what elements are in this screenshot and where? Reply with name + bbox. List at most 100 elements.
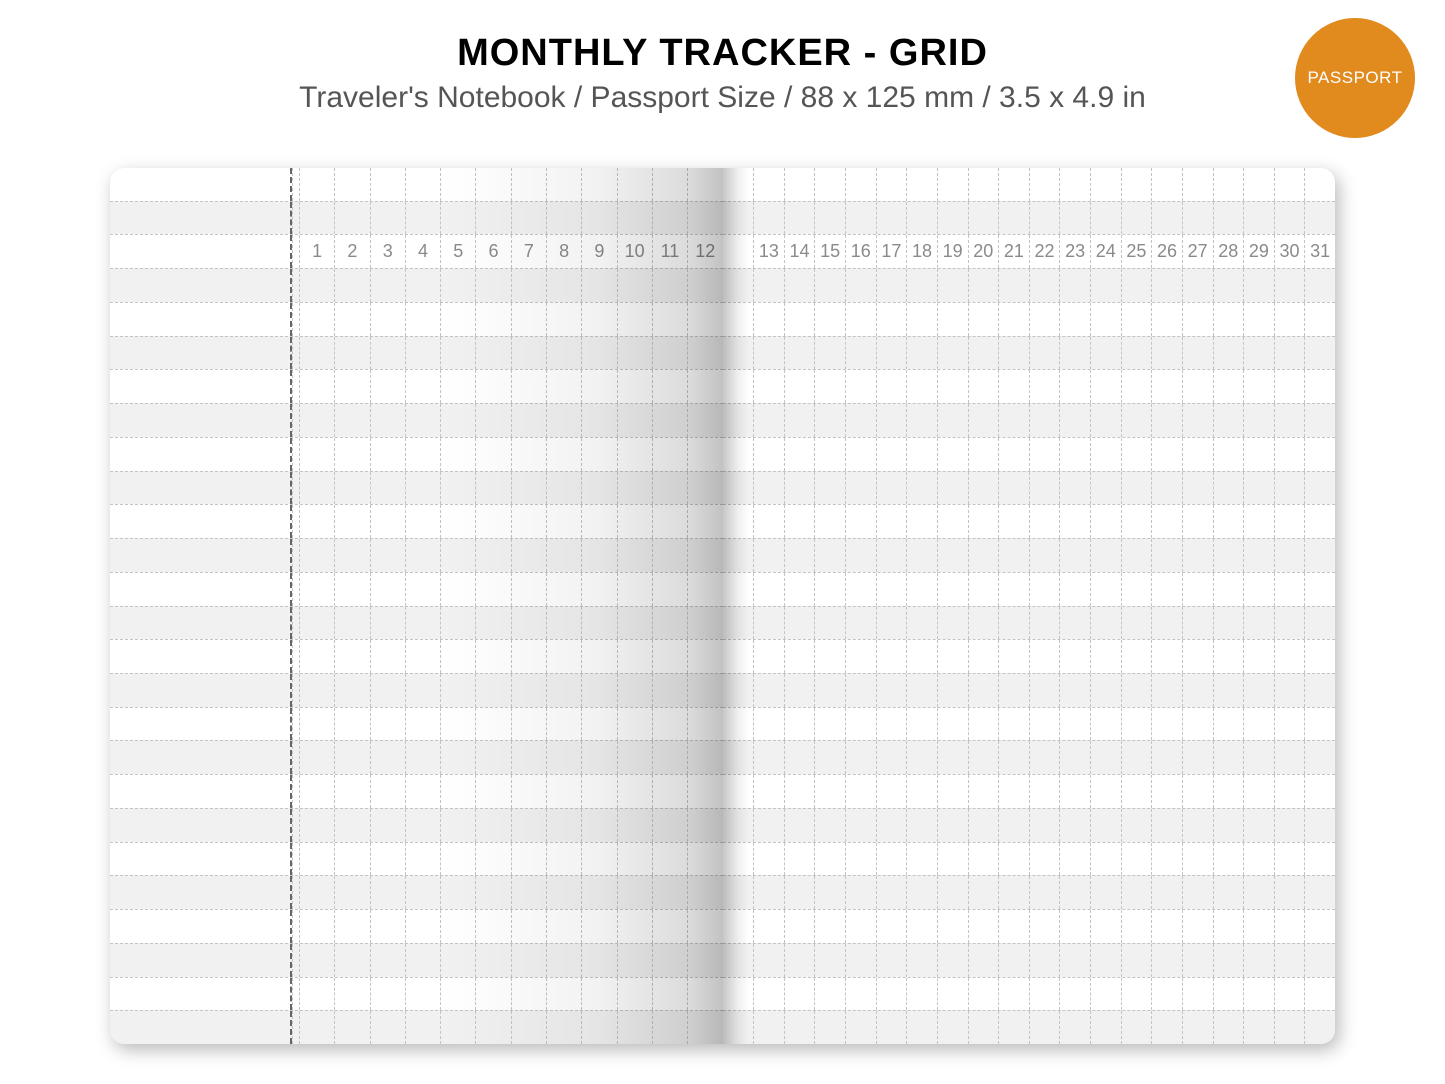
day-cell bbox=[1059, 944, 1090, 977]
table-row bbox=[110, 302, 723, 336]
day-cell bbox=[1029, 775, 1060, 808]
day-cell bbox=[937, 741, 968, 774]
day-cell bbox=[1274, 472, 1305, 505]
habit-label-cell bbox=[110, 472, 290, 505]
day-cell bbox=[906, 741, 937, 774]
day-cell bbox=[998, 202, 1029, 235]
habit-label-cell bbox=[110, 910, 290, 943]
day-cell bbox=[1274, 843, 1305, 876]
day-cell bbox=[546, 202, 581, 235]
day-cell bbox=[617, 607, 652, 640]
spacer-cell bbox=[292, 269, 299, 302]
day-cell bbox=[652, 741, 687, 774]
day-cell bbox=[1213, 303, 1244, 336]
day-cell bbox=[581, 438, 616, 471]
habit-label-cell bbox=[110, 944, 290, 977]
spacer-cell bbox=[723, 303, 754, 336]
table-row bbox=[110, 268, 723, 302]
day-cell bbox=[1059, 775, 1090, 808]
day-cell bbox=[937, 472, 968, 505]
day-cell bbox=[511, 539, 546, 572]
day-cell bbox=[1182, 1011, 1213, 1044]
day-cell bbox=[845, 404, 876, 437]
day-cell bbox=[784, 438, 815, 471]
day-cell bbox=[1090, 370, 1121, 403]
day-cell bbox=[1151, 472, 1182, 505]
day-cell bbox=[299, 303, 334, 336]
spacer-cell bbox=[292, 303, 299, 336]
spacer-cell bbox=[723, 404, 754, 437]
day-cell bbox=[845, 910, 876, 943]
day-cell bbox=[405, 303, 440, 336]
day-cell bbox=[617, 708, 652, 741]
day-cell bbox=[370, 168, 405, 201]
day-cell bbox=[998, 438, 1029, 471]
day-cell bbox=[687, 370, 722, 403]
day-cell bbox=[845, 337, 876, 370]
day-cell bbox=[1182, 370, 1213, 403]
day-cell bbox=[1304, 708, 1335, 741]
day-cell bbox=[1090, 573, 1121, 606]
day-cell bbox=[581, 505, 616, 538]
day-cell bbox=[370, 573, 405, 606]
day-cell bbox=[652, 404, 687, 437]
day-cell bbox=[876, 708, 907, 741]
day-cell bbox=[968, 607, 999, 640]
day-cell bbox=[1121, 607, 1152, 640]
day-cell bbox=[845, 505, 876, 538]
table-row bbox=[723, 977, 1336, 1011]
day-cell bbox=[753, 472, 784, 505]
day-header-cell: 16 bbox=[845, 235, 876, 268]
day-cell bbox=[405, 607, 440, 640]
day-cell bbox=[845, 1011, 876, 1044]
day-cell bbox=[652, 708, 687, 741]
day-cell bbox=[937, 674, 968, 707]
day-cell bbox=[1029, 370, 1060, 403]
day-cell bbox=[784, 876, 815, 909]
day-cell bbox=[687, 269, 722, 302]
day-cell bbox=[370, 1011, 405, 1044]
day-cell bbox=[687, 741, 722, 774]
day-cell bbox=[1121, 472, 1152, 505]
day-cell bbox=[687, 202, 722, 235]
day-cell bbox=[617, 168, 652, 201]
day-cell bbox=[405, 202, 440, 235]
day-cell bbox=[475, 404, 510, 437]
day-cell bbox=[475, 708, 510, 741]
habit-label-cell bbox=[110, 640, 290, 673]
day-cell bbox=[1151, 168, 1182, 201]
day-cell bbox=[784, 978, 815, 1011]
day-cell bbox=[906, 876, 937, 909]
day-cell bbox=[475, 876, 510, 909]
day-cell bbox=[1304, 741, 1335, 774]
day-cell bbox=[511, 607, 546, 640]
day-cell bbox=[784, 303, 815, 336]
day-cell bbox=[405, 809, 440, 842]
day-cell bbox=[1182, 741, 1213, 774]
day-cell bbox=[1151, 539, 1182, 572]
day-header-cell: 8 bbox=[546, 235, 581, 268]
day-cell bbox=[299, 539, 334, 572]
spacer-cell bbox=[292, 505, 299, 538]
day-cell bbox=[546, 640, 581, 673]
day-cell bbox=[1059, 809, 1090, 842]
spacer-cell bbox=[723, 876, 754, 909]
day-cell bbox=[475, 1011, 510, 1044]
day-header-cell: 12 bbox=[687, 235, 722, 268]
day-cell bbox=[784, 741, 815, 774]
day-header-cell: 3 bbox=[370, 235, 405, 268]
day-header-cell: 13 bbox=[753, 235, 784, 268]
day-cell bbox=[475, 337, 510, 370]
day-cell bbox=[845, 370, 876, 403]
day-cell bbox=[511, 438, 546, 471]
day-cell bbox=[511, 505, 546, 538]
table-row bbox=[110, 707, 723, 741]
day-cell bbox=[753, 843, 784, 876]
day-cell bbox=[546, 337, 581, 370]
day-cell bbox=[299, 168, 334, 201]
day-cell bbox=[1274, 978, 1305, 1011]
day-cell bbox=[814, 944, 845, 977]
day-cell bbox=[937, 978, 968, 1011]
day-cell bbox=[937, 404, 968, 437]
spacer-cell bbox=[723, 607, 754, 640]
